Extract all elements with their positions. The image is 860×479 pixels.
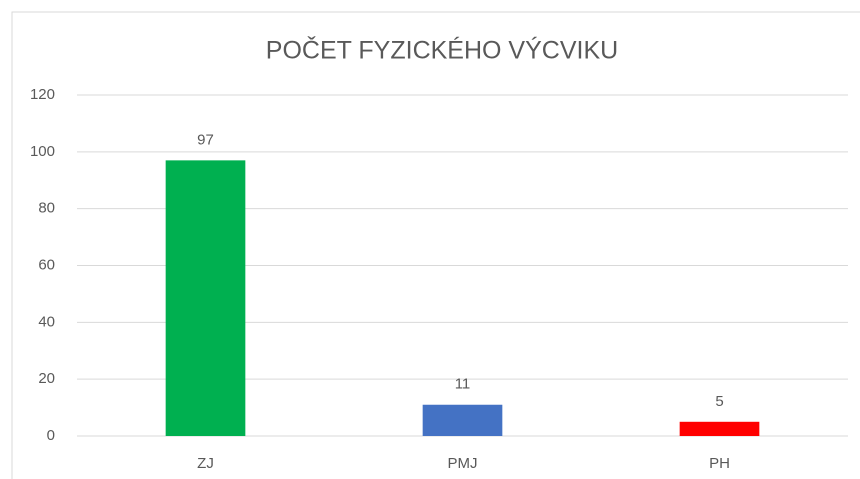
x-tick-label: PMJ (448, 455, 478, 472)
bar (422, 404, 503, 436)
y-tick-label: 100 (30, 143, 55, 160)
bar (679, 421, 760, 436)
y-tick-label: 80 (38, 200, 55, 217)
data-label: 97 (197, 131, 214, 148)
x-tick-label: ZJ (197, 455, 214, 472)
chart-border (11, 11, 860, 479)
y-tick-label: 120 (30, 86, 55, 103)
y-tick-label: 20 (38, 370, 55, 387)
y-tick-label: 60 (38, 256, 55, 273)
bar (165, 160, 246, 436)
chart-title: POČET FYZICKÉHO VÝCVIKU (266, 36, 618, 65)
y-tick-label: 0 (47, 427, 55, 444)
data-label: 5 (715, 393, 723, 410)
x-tick-label: PH (709, 455, 730, 472)
data-label: 11 (455, 376, 471, 393)
y-tick-label: 40 (38, 313, 55, 330)
